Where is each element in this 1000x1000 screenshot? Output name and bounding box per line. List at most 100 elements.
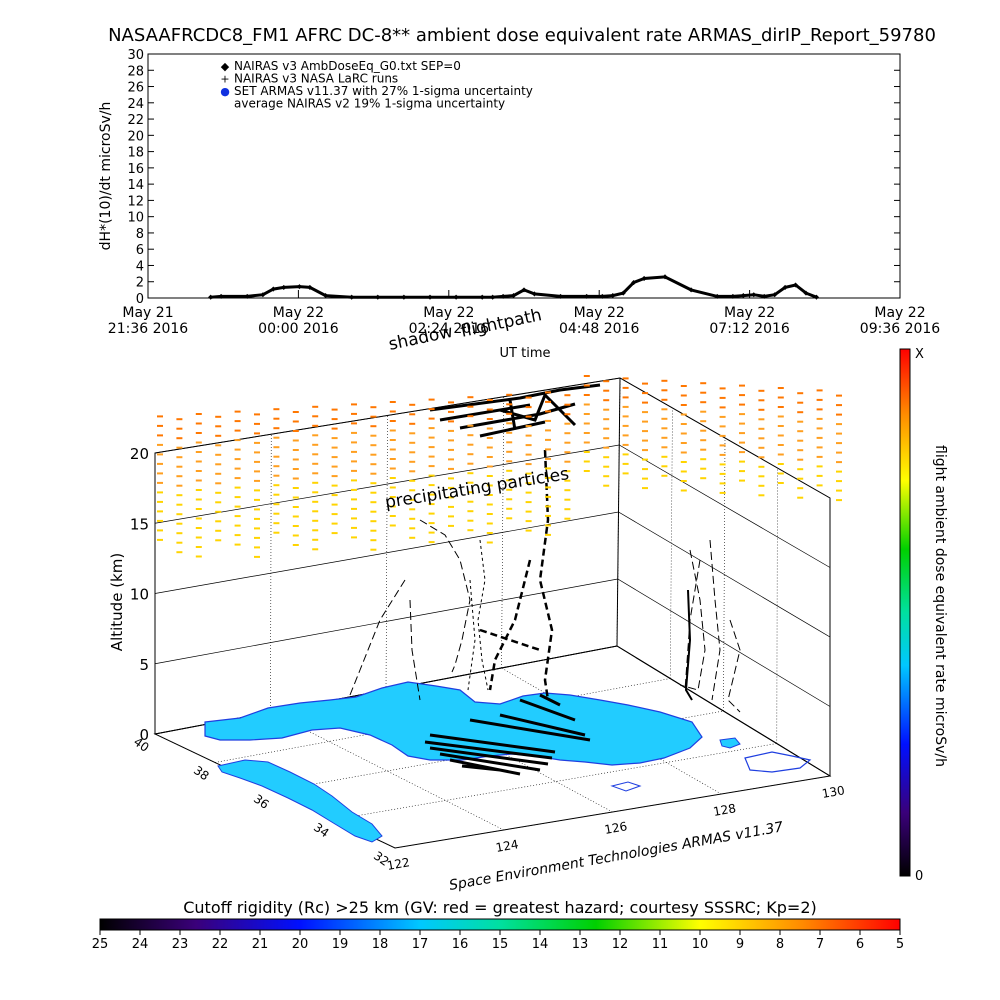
dose-point: [218, 293, 224, 299]
altitude-axis: 0 5 10 15 20: [130, 445, 149, 744]
rigidity-tick-label: 20: [292, 937, 309, 952]
dose-point: [782, 284, 788, 290]
dose-point: [401, 294, 407, 300]
dose-point: [323, 293, 329, 299]
dose-point: [296, 284, 302, 290]
rigidity-colorbar-ticks: 25 24 23 22 21 20 19 18 17 16 15 14 13 12 11 10 9 8 7 6 5: [92, 930, 904, 952]
rigidity-tick-label: 22: [212, 937, 229, 952]
flight-tracks: [349, 383, 741, 776]
dose-point: [521, 287, 527, 293]
dose-point: [714, 293, 720, 299]
timeseries-x-tick-time: 07:12 2016: [709, 321, 790, 337]
timeseries-y-tick-label: 4: [136, 259, 144, 274]
legend-entry: NAIRAS v3 NASA LaRC runs: [234, 72, 398, 86]
timeseries-y-axis-label: dH*(10)/dt microSv/h: [98, 102, 114, 251]
dose-rate-dashes: [157, 375, 842, 558]
timeseries-x-tick-date: May 22: [874, 305, 925, 321]
island-south: [744, 751, 812, 773]
timeseries-x-tick-time: 04:48 2016: [559, 321, 640, 337]
dose-colorbar-title: flight ambient dose equivalent rate micr…: [932, 445, 948, 767]
timeseries-y-tick-label: 8: [136, 227, 144, 242]
dose-point: [772, 292, 778, 298]
timeseries-y-tick-label: 24: [127, 97, 144, 112]
dose-point: [620, 290, 626, 296]
timeseries-y-tick-label: 16: [127, 162, 144, 177]
legend-symbol: ●: [220, 85, 230, 98]
legend-symbol: +: [220, 73, 229, 86]
timeseries-x-tick-time: 21:36 2016: [108, 321, 189, 337]
dose-point: [531, 291, 537, 297]
rigidity-tick-label: 21: [252, 937, 269, 952]
latitude-gridline: [274, 710, 724, 792]
rigidity-tick-label: 16: [452, 937, 469, 952]
latitude-wall-line: [723, 437, 726, 712]
dose-point: [490, 294, 496, 300]
rigidity-tick-label: 5: [896, 937, 904, 952]
dose-point: [281, 284, 287, 290]
longitude-wall-line: [501, 396, 505, 669]
latitude-wall-line: [669, 407, 673, 679]
dose-point: [662, 274, 668, 280]
dose-point: [427, 294, 433, 300]
timeseries-x-tick-time: 00:00 2016: [258, 321, 339, 337]
dose-point: [270, 286, 276, 292]
rigidity-tick-label: 19: [332, 937, 349, 952]
timeseries-y-tick-label: 2: [136, 276, 144, 291]
timeseries-x-tick-date: May 22: [574, 305, 625, 321]
longitude-gridline: [385, 689, 613, 813]
rigidity-tick-label: 7: [816, 937, 824, 952]
profile-dashed-mid: [467, 539, 489, 691]
rigidity-tick-label: 11: [652, 937, 669, 952]
profile-dashed-left: [349, 519, 471, 701]
dose-colorbar-gradient: [899, 348, 911, 877]
timeseries-x-tick-date: May 22: [273, 305, 324, 321]
landmass-southwest: [217, 759, 383, 843]
rigidity-tick-label: 13: [572, 937, 589, 952]
longitude-tick-label: 122: [386, 855, 411, 873]
timeseries-x-tick-date: May 21: [122, 305, 173, 321]
timeseries-y-tick-label: 22: [127, 113, 144, 128]
island-east: [719, 737, 741, 749]
longitude-tick-label: 124: [495, 837, 520, 855]
rigidity-colorbar-gradient: [99, 918, 901, 931]
timeseries-y-tick-label: 0: [136, 292, 144, 307]
timeseries-x-tick-time: 02:24 2016: [409, 321, 490, 337]
dose-point: [349, 294, 355, 300]
rigidity-tick-label: 24: [132, 937, 149, 952]
altitude-gridline: [154, 511, 831, 638]
altitude-tick-label: 20: [130, 445, 149, 463]
rigidity-tick-label: 17: [412, 937, 429, 952]
dose-point: [793, 282, 799, 288]
dose-colorbar-bottom-label: 0: [915, 869, 923, 884]
altitude-tick-label: 5: [139, 656, 149, 674]
dose-point: [260, 292, 266, 298]
legend-entry: NAIRAS v3 AmbDoseEq_G0.txt SEP=0: [234, 59, 461, 73]
altitude-axis-label: Altitude (km): [108, 553, 126, 651]
timeseries-plot-frame: [147, 53, 901, 299]
dose-point: [803, 290, 809, 296]
dose-point: [761, 293, 767, 299]
dose-point: [375, 294, 381, 300]
longitude-tick-label: 130: [821, 783, 846, 801]
profile-dashed-right: [679, 539, 741, 713]
page-title: NASAAFRCDC8_FM1 AFRC DC-8** ambient dose…: [108, 25, 936, 46]
dose-point: [558, 293, 564, 299]
dose-point: [688, 287, 694, 293]
timeseries-x-tick-date: May 22: [423, 305, 474, 321]
timeseries-x-tick-date: May 22: [724, 305, 775, 321]
longitude-wall-line: [270, 434, 272, 713]
latitude-tick-label: 38: [191, 763, 212, 783]
timeseries-x-axis-label: UT time: [500, 346, 551, 361]
dose-colorbar-top-label: X: [915, 347, 924, 362]
rigidity-tick-label: 8: [776, 937, 784, 952]
timeseries-y-tick-label: 20: [127, 129, 144, 144]
altitude-tick-label: 10: [130, 586, 149, 604]
rigidity-tick-label: 18: [372, 937, 389, 952]
dose-point: [453, 294, 459, 300]
timeseries-y-tick-label: 28: [127, 64, 144, 79]
